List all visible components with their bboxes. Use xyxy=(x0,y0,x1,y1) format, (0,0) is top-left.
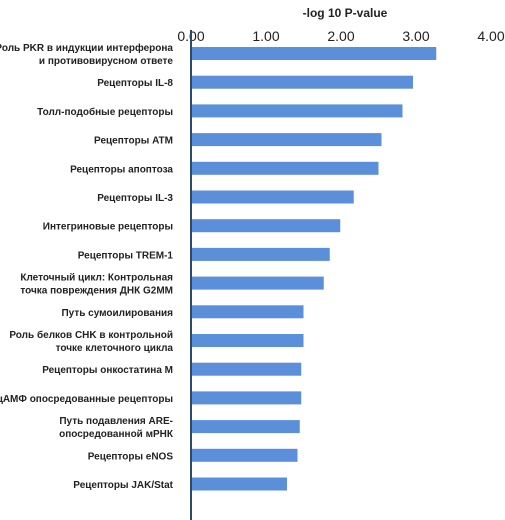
category-label: Рецепторы eNOS xyxy=(88,451,174,462)
bar xyxy=(191,305,304,319)
category-label: Рецепторы JAK/Stat xyxy=(73,480,173,491)
category-label: Интегриновые рецепторы xyxy=(43,222,173,233)
bar xyxy=(191,362,302,376)
bar xyxy=(191,334,304,347)
bar xyxy=(191,161,379,175)
category-label: Рецепторы TREM-1 xyxy=(78,250,174,261)
bar xyxy=(191,420,300,434)
category-label: Рецепторы IL-3 xyxy=(97,193,173,204)
bar xyxy=(191,219,341,233)
bar xyxy=(191,75,413,89)
x-axis-title: -log 10 P-value xyxy=(303,6,388,20)
category-label: опосредованной мРНК xyxy=(59,429,174,440)
category-label: Путь сумоилирования xyxy=(61,308,173,319)
category-label: Рецепторы IL-8 xyxy=(97,78,173,89)
bar xyxy=(191,133,382,147)
category-label: точке клеточного цикла xyxy=(56,343,174,354)
x-tick-label: 2.00 xyxy=(327,28,354,44)
x-tick-label: 4.00 xyxy=(477,28,504,44)
bar xyxy=(191,190,354,204)
category-label: Рецепторы онкостатина M xyxy=(42,365,173,376)
bar xyxy=(191,276,324,290)
category-label: Клеточный цикл: Контрольная xyxy=(20,273,173,284)
bar xyxy=(191,448,298,462)
category-label: Рецепторы ATM xyxy=(94,136,173,147)
bar xyxy=(191,47,437,60)
category-label: Рецепторы апоптоза xyxy=(70,164,173,175)
category-label: точка повреждения ДНК G2MM xyxy=(20,286,173,297)
x-tick-label: 3.00 xyxy=(402,28,429,44)
bar xyxy=(191,247,330,261)
category-label: Путь подавления ARE- xyxy=(59,416,173,427)
category-label: Роль PKR в индукции интерферона xyxy=(0,42,173,54)
category-label: и противовирусном ответе xyxy=(39,56,174,67)
category-label: цАМФ опосредованные рецепторы xyxy=(0,394,173,405)
bar xyxy=(191,477,287,491)
category-label: Толл-подобные рецепторы xyxy=(37,106,173,118)
bar xyxy=(191,391,302,405)
bar xyxy=(191,104,403,118)
x-tick-label: 1.00 xyxy=(252,28,279,44)
category-label: Роль белков CHK в контрольной xyxy=(9,329,173,341)
